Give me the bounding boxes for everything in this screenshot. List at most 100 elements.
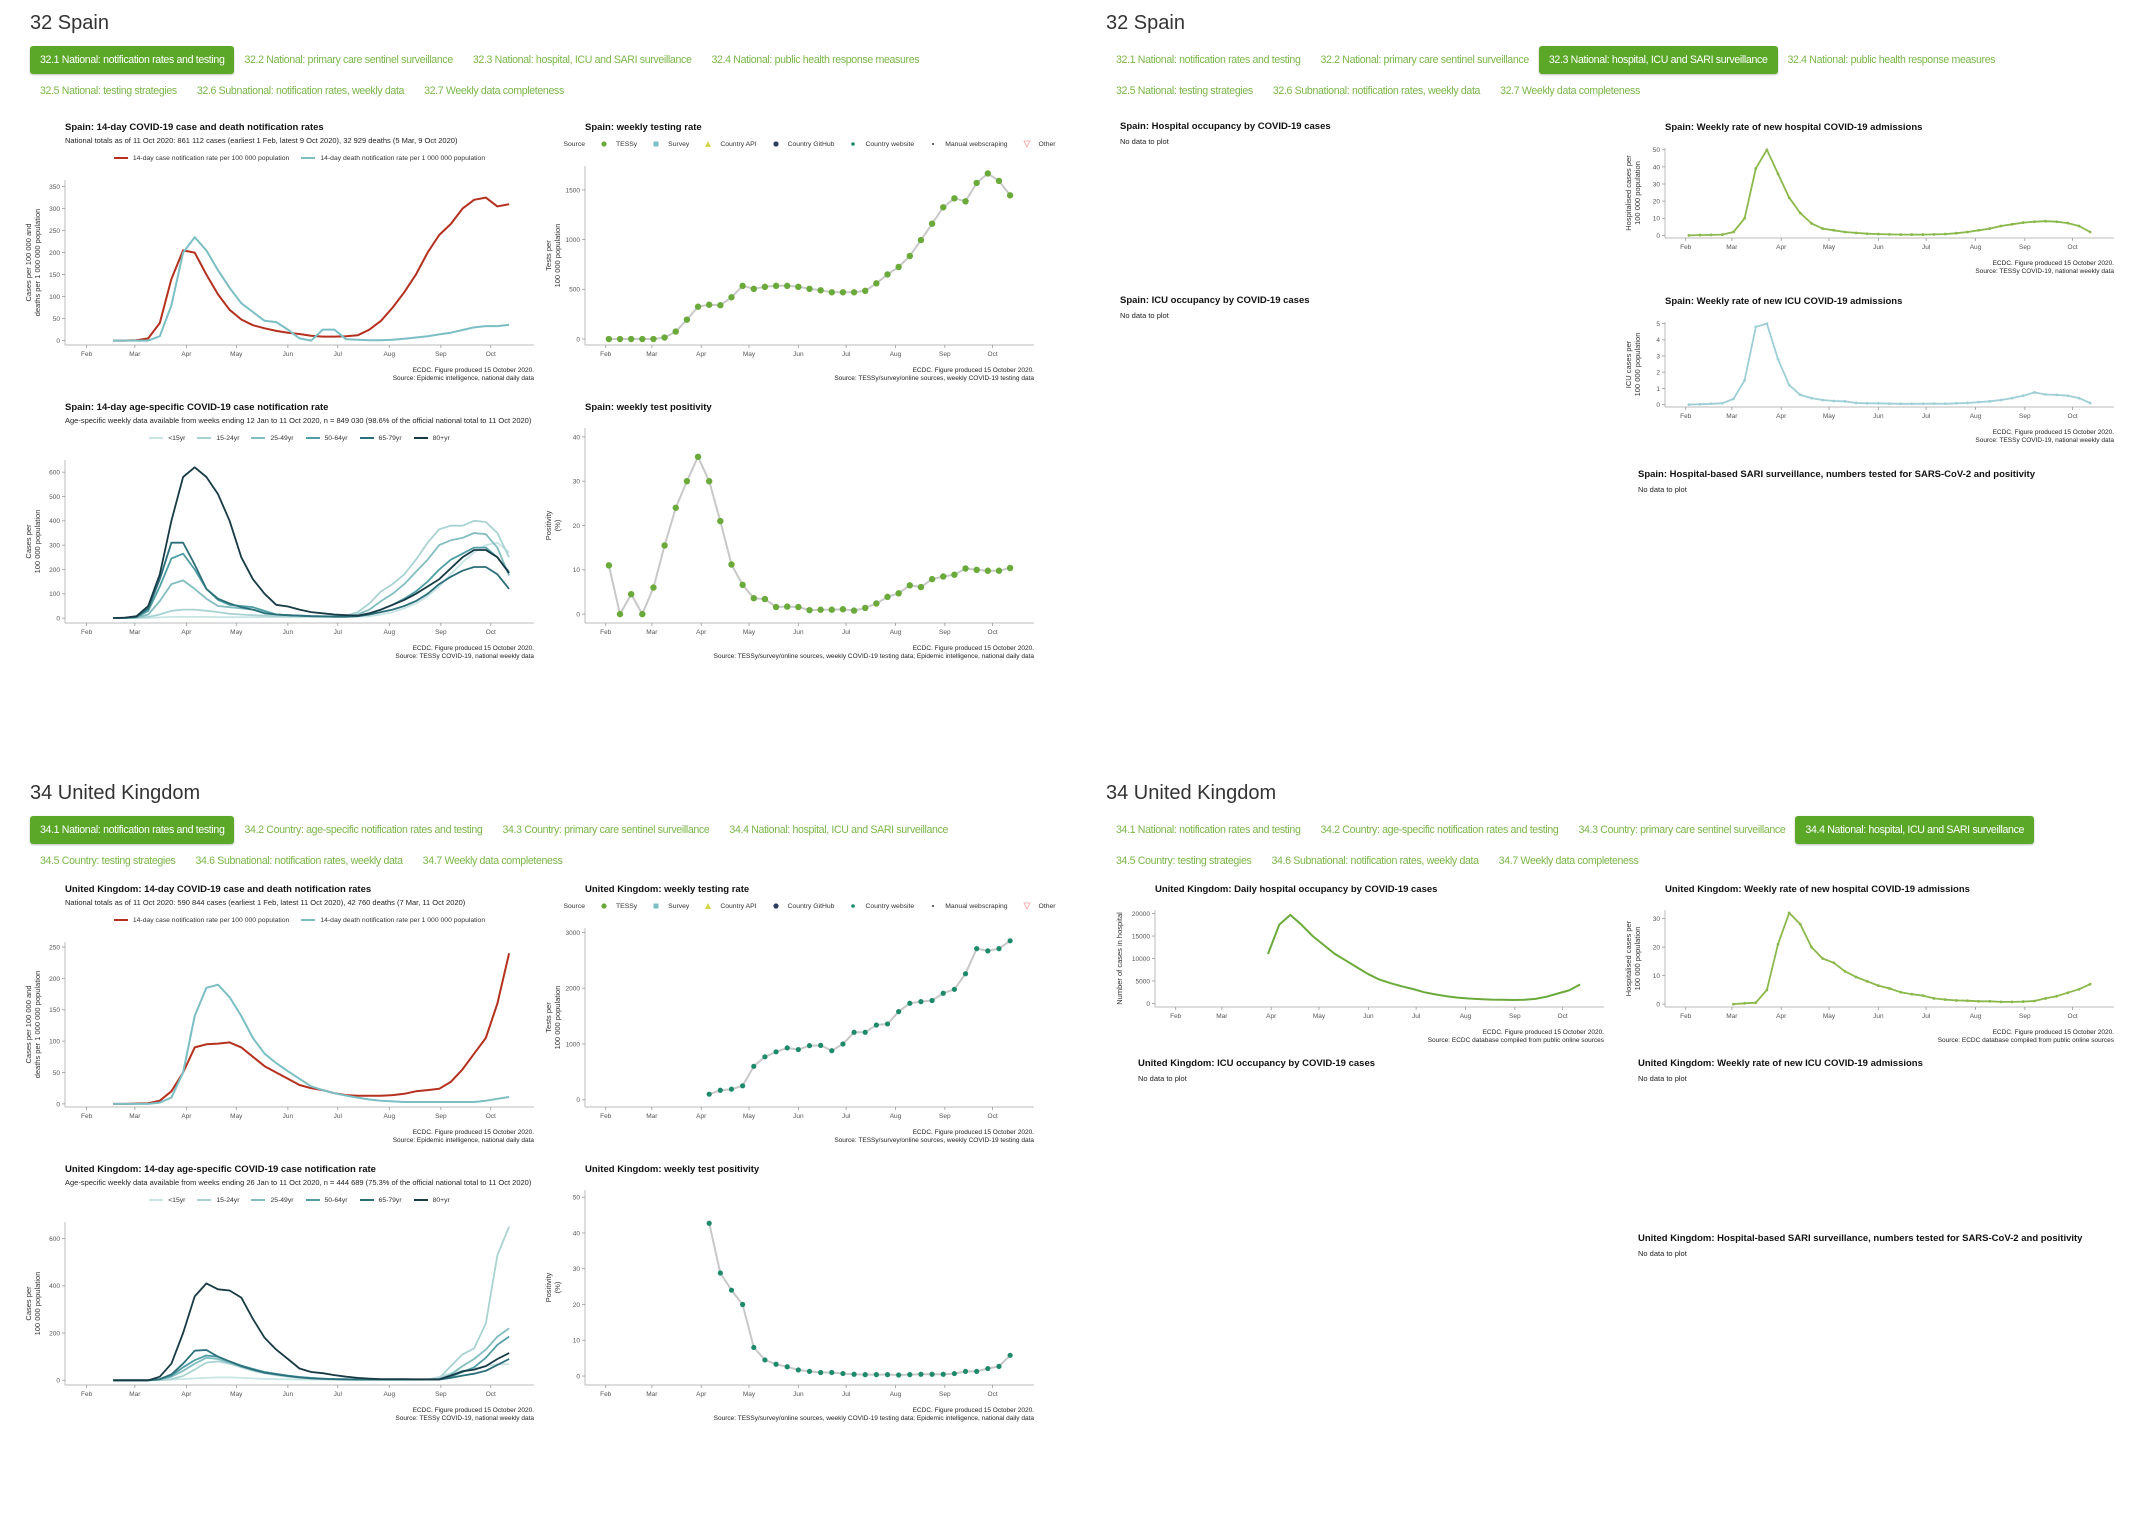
data-point bbox=[940, 573, 947, 580]
tab-34-2[interactable]: 34.2 Country: age-specific notification … bbox=[244, 824, 483, 836]
legend-label: 14-day death notification rate per 1 000… bbox=[320, 154, 486, 162]
data-point bbox=[2021, 394, 2025, 398]
tab-34-2[interactable]: 34.2 Country: age-specific notification … bbox=[1320, 824, 1559, 836]
x-tick-label: Sep bbox=[939, 1391, 951, 1398]
data-point bbox=[996, 946, 1002, 952]
chart-title: Spain: weekly test positivity bbox=[585, 402, 712, 413]
data-point bbox=[784, 1364, 790, 1370]
tab-32-2[interactable]: 32.2 National: primary care sentinel sur… bbox=[1320, 54, 1529, 66]
tab-34-1[interactable]: 34.1 National: notification rates and te… bbox=[1116, 824, 1301, 836]
x-tick-label: Mar bbox=[1726, 413, 1738, 420]
chart-plot: 0 5000 10000 15000 20000 Feb Mar Apr May Jun Jul Au… bbox=[1115, 910, 1605, 1044]
legend-title: Source bbox=[563, 902, 586, 910]
data-point bbox=[907, 1372, 913, 1378]
tab-32-7[interactable]: 32.7 Weekly data completeness bbox=[1500, 85, 1640, 97]
chart-caption: ECDC. Figure produced 15 October 2020. bbox=[413, 1129, 535, 1136]
data-point bbox=[1832, 228, 1836, 232]
x-tick-label: Mar bbox=[1726, 1013, 1738, 1020]
legend-item: 65-79yr bbox=[359, 1196, 402, 1204]
data-point bbox=[973, 566, 980, 574]
y-tick-label: 100 bbox=[49, 1039, 60, 1046]
chart-uk-hosp-occ: United Kingdom: Daily hospital occupancy… bbox=[1110, 880, 1610, 1052]
data-point bbox=[1865, 979, 1869, 983]
data-point bbox=[761, 283, 769, 291]
x-tick-label: Mar bbox=[129, 629, 141, 636]
x-tick-label: Apr bbox=[1776, 244, 1787, 251]
tab-34-6[interactable]: 34.6 Subnational: notification rates, we… bbox=[1271, 855, 1479, 867]
x-tick-label: Mar bbox=[646, 1113, 658, 1120]
tab-34-7[interactable]: 34.7 Weekly data completeness bbox=[1498, 855, 1639, 867]
x-tick-label: Feb bbox=[81, 629, 93, 636]
data-point bbox=[1776, 357, 1780, 361]
chart-caption: Source: TESSy/survey/online sources, wee… bbox=[714, 653, 1035, 660]
tab-34-4[interactable]: 34.4 National: hospital, ICU and SARI su… bbox=[1795, 816, 2035, 844]
data-point bbox=[984, 567, 992, 574]
y-axis-label: (%) bbox=[553, 519, 562, 531]
tab-32-4[interactable]: 32.4 National: public health response me… bbox=[1787, 54, 1996, 66]
data-point bbox=[1910, 233, 1914, 236]
section-title: 32 Spain bbox=[30, 12, 109, 34]
chart-caption: ECDC. Figure produced 15 October 2020. bbox=[413, 1407, 535, 1414]
y-tick-label: 400 bbox=[49, 518, 60, 525]
tab-32-7[interactable]: 32.7 Weekly data completeness bbox=[424, 85, 564, 97]
data-point bbox=[985, 948, 991, 954]
legend-line-icon bbox=[251, 437, 266, 439]
tab-34-6[interactable]: 34.6 Subnational: notification rates, we… bbox=[195, 855, 403, 867]
tab-34-7[interactable]: 34.7 Weekly data completeness bbox=[422, 855, 563, 867]
y-tick-label: 1 bbox=[1656, 386, 1660, 393]
x-tick-label: Oct bbox=[2068, 244, 2078, 251]
chart-caption: Source: Epidemic intelligence, national … bbox=[393, 375, 535, 382]
tab-34-3[interactable]: 34.3 Country: primary care sentinel surv… bbox=[502, 824, 710, 836]
x-tick-label: Apr bbox=[1776, 1013, 1787, 1020]
data-point bbox=[985, 1365, 991, 1372]
chart-legend: Source TESSy Survey Country API Country GitH… bbox=[563, 902, 1056, 910]
tab-34-3[interactable]: 34.3 Country: primary care sentinel surv… bbox=[1578, 824, 1786, 836]
chart-subtitle: National totals as of 11 Oct 2020: 861 1… bbox=[65, 136, 458, 145]
tab-32-3[interactable]: 32.3 National: hospital, ICU and SARI su… bbox=[472, 54, 692, 66]
y-tick-label: 20000 bbox=[1132, 911, 1150, 918]
chart-caption: Source: ECDC database compiled from publ… bbox=[1938, 1037, 2115, 1044]
tab-32-2[interactable]: 32.2 National: primary care sentinel sur… bbox=[244, 54, 453, 66]
data-point bbox=[917, 236, 925, 244]
tab-32-5[interactable]: 32.5 National: testing strategies bbox=[1116, 85, 1253, 97]
data-point bbox=[1865, 401, 1869, 405]
data-point bbox=[762, 1357, 768, 1363]
data-point bbox=[951, 986, 957, 992]
tab-32-1[interactable]: 32.1 National: notification rates and te… bbox=[1116, 54, 1301, 66]
tab-32-4[interactable]: 32.4 National: public health response me… bbox=[711, 54, 920, 66]
chart-uk-testing: United Kingdom: weekly testing rate Sourc… bbox=[540, 880, 1056, 1152]
data-point bbox=[1698, 402, 1702, 406]
x-tick-label: Aug bbox=[890, 1113, 902, 1120]
y-tick-label: 200 bbox=[49, 976, 60, 983]
x-tick-label: Jun bbox=[793, 629, 804, 636]
x-tick-label: Jun bbox=[793, 351, 804, 358]
chart-caption: ECDC. Figure produced 15 October 2020. bbox=[913, 1129, 1035, 1136]
legend-item: Manual webscraping bbox=[926, 902, 1008, 910]
data-point bbox=[1888, 233, 1891, 236]
tab-32-6[interactable]: 32.6 Subnational: notification rates, we… bbox=[196, 85, 405, 97]
data-point bbox=[717, 517, 724, 525]
y-axis-label: Cases per 100 000 and bbox=[24, 224, 33, 302]
x-tick-label: Jul bbox=[842, 351, 851, 358]
data-point bbox=[1732, 397, 1735, 401]
tab-32-6[interactable]: 32.6 Subnational: notification rates, we… bbox=[1272, 85, 1481, 97]
data-point bbox=[1743, 216, 1747, 220]
data-point bbox=[862, 1372, 868, 1378]
chart-plot: 0 10 20 30 40 50 Feb Mar Apr May Jun Jul Aug Sep Oct Po… bbox=[544, 1190, 1034, 1422]
tab-34-5[interactable]: 34.5 Country: testing strategies bbox=[40, 855, 176, 867]
y-tick-label: 30 bbox=[1653, 916, 1661, 923]
data-point bbox=[1888, 987, 1891, 990]
y-tick-label: 10 bbox=[573, 567, 581, 574]
tab-34-1[interactable]: 34.1 National: notification rates and te… bbox=[30, 816, 235, 844]
tab-34-4[interactable]: 34.4 National: hospital, ICU and SARI su… bbox=[729, 824, 949, 836]
legend-item: 14-day case notification rate per 100 00… bbox=[113, 916, 289, 924]
y-tick-label: 30 bbox=[573, 479, 581, 486]
tab-32-1[interactable]: 32.1 National: notification rates and te… bbox=[30, 46, 235, 74]
tab-32-3[interactable]: 32.3 National: hospital, ICU and SARI su… bbox=[1538, 46, 1778, 74]
data-point bbox=[762, 1054, 768, 1060]
x-tick-label: Aug bbox=[890, 629, 902, 636]
chart-title: United Kingdom: 14-day age-specific COVI… bbox=[65, 1164, 376, 1175]
data-point bbox=[2055, 220, 2059, 224]
tab-32-5[interactable]: 32.5 National: testing strategies bbox=[40, 85, 177, 97]
tab-34-5[interactable]: 34.5 Country: testing strategies bbox=[1116, 855, 1252, 867]
